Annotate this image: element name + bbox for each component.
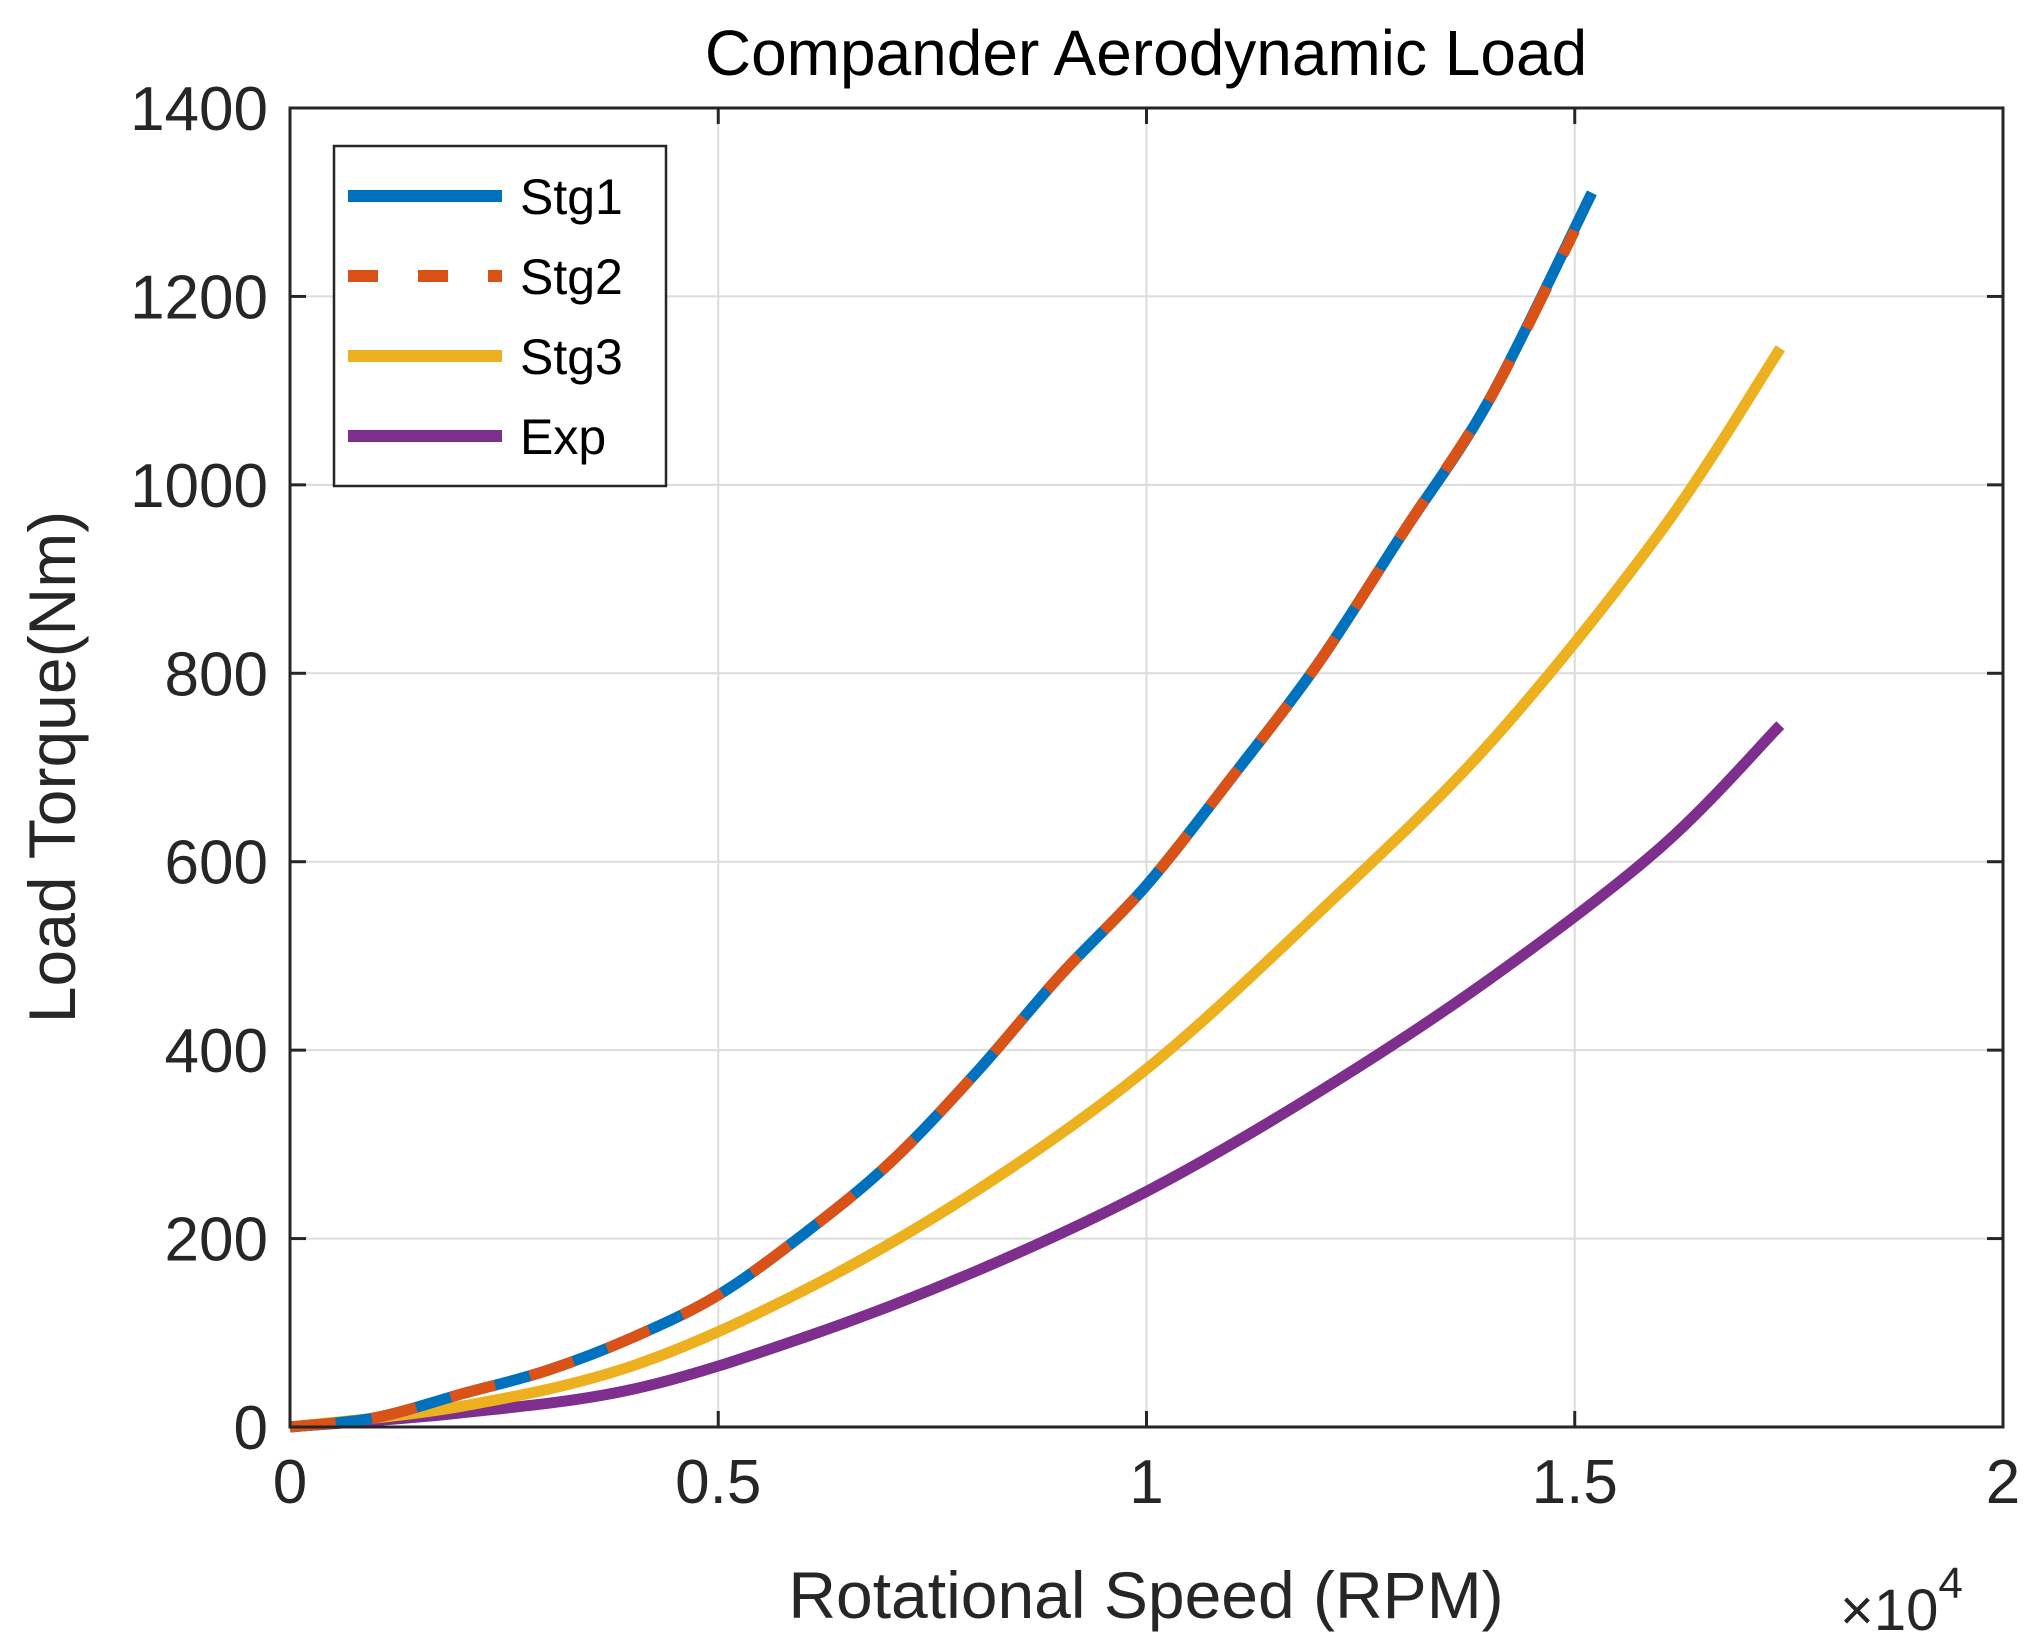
x-tick-label: 0 (273, 1448, 307, 1517)
y-axis-label: Load Torque(Nm) (15, 511, 89, 1023)
legend-label-exp: Exp (520, 409, 606, 465)
y-tick-label: 1000 (130, 452, 268, 521)
legend-label-stg3: Stg3 (520, 329, 623, 385)
legend-label-stg2: Stg2 (520, 249, 623, 305)
x-multiplier-exponent: 4 (1938, 1559, 1962, 1608)
series-line-stg2 (289, 228, 1580, 1433)
y-tick-label: 400 (165, 1017, 268, 1086)
chart-title: Compander Aerodynamic Load (705, 17, 1587, 89)
y-tick-label: 600 (165, 829, 268, 898)
series-line-exp (289, 721, 1785, 1433)
x-tick-label: 2 (1986, 1448, 2020, 1517)
tick-labels: 0 0.5 1 1.5 2 0 200 400 600 800 1000 1200 1400 (130, 75, 2020, 1517)
x-tick-label: 1 (1129, 1448, 1163, 1517)
series-line-stg3 (289, 345, 1785, 1433)
y-tick-label: 800 (165, 640, 268, 709)
legend-box (332, 144, 668, 488)
x-multiplier-base: ×10 (1840, 1578, 1938, 1640)
x-axis-multiplier: ×104 (1840, 1559, 1963, 1640)
legend-items: Stg1 Stg2 Stg3 Exp (348, 169, 623, 465)
x-tick-label: 1.5 (1532, 1448, 1618, 1517)
y-tick-label: 1400 (130, 75, 268, 144)
y-tick-label: 1200 (130, 263, 268, 332)
legend: Stg1 Stg2 Stg3 Exp (332, 144, 668, 488)
series-lines (289, 190, 1785, 1433)
x-axis-label: Rotational Speed (RPM) (788, 1558, 1503, 1632)
axis-ticks (288, 106, 2005, 1429)
y-tick-label: 0 (234, 1394, 268, 1463)
legend-label-stg1: Stg1 (520, 169, 623, 225)
x-tick-label: 0.5 (675, 1448, 761, 1517)
y-tick-label: 200 (165, 1206, 268, 1275)
